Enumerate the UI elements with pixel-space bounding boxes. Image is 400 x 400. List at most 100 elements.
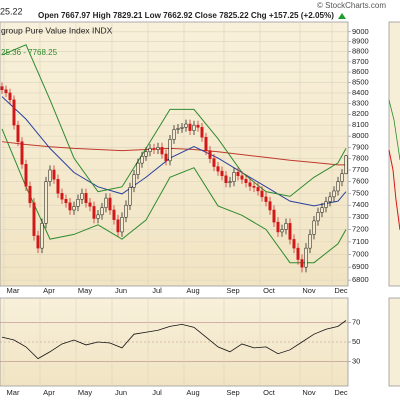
candle-body <box>100 207 104 216</box>
candle-body <box>176 128 180 130</box>
candle-body <box>156 147 160 150</box>
y-tick-label: 7300 <box>352 212 369 221</box>
candle-body <box>60 193 64 200</box>
y-tick-label: 8600 <box>352 67 369 76</box>
candle-body <box>316 212 320 222</box>
candle-body <box>132 174 136 188</box>
candle-body <box>168 139 172 162</box>
candle-body <box>284 223 288 230</box>
x-tick-label: Sep <box>226 388 239 397</box>
candle-body <box>340 173 344 182</box>
price-note: 25.22 <box>0 6 23 16</box>
candle-body <box>28 186 32 204</box>
candle-body <box>192 124 196 131</box>
candle-body <box>280 229 284 233</box>
candle-body <box>184 123 188 128</box>
candle-body <box>312 220 316 235</box>
y-tick-label: 9000 <box>352 27 369 36</box>
candle-body <box>140 156 144 164</box>
x-tick-label: Aug <box>186 286 199 295</box>
candle-body <box>244 179 248 183</box>
candle-body <box>196 124 200 128</box>
candle-body <box>84 193 88 204</box>
candle-body <box>16 124 20 142</box>
x-tick-label: May <box>78 286 92 295</box>
x-tick-label: May <box>78 388 92 397</box>
x-tick-label: Jun <box>115 388 127 397</box>
candle-body <box>180 127 184 129</box>
candle-body <box>80 193 84 200</box>
candle-body <box>344 155 348 174</box>
y-tick-label: 7700 <box>352 165 369 174</box>
candle-body <box>12 99 16 126</box>
neighbour-line <box>388 99 400 161</box>
x-tick-label: Mar <box>7 388 20 397</box>
y-tick-label: 7100 <box>352 237 369 246</box>
candle-body <box>20 141 24 165</box>
x-tick-label: Aug <box>186 388 199 397</box>
candle-body <box>36 235 40 249</box>
overlay-line <box>1 44 347 197</box>
candle-body <box>24 164 28 187</box>
x-tick-label: Nov <box>302 286 316 295</box>
y-tick-label: 7800 <box>352 154 369 163</box>
candle-body <box>240 175 244 180</box>
x-tick-label: Dec <box>334 286 348 295</box>
candle-body <box>248 182 252 187</box>
candle-body <box>68 202 72 211</box>
y-tick-label: 8200 <box>352 109 369 118</box>
neighbour-panel <box>388 21 400 287</box>
x-tick-label: Dec <box>334 388 348 397</box>
candle-body <box>124 204 128 218</box>
candle-body <box>324 201 328 208</box>
candle-body <box>92 206 96 219</box>
candle-body <box>336 181 340 192</box>
candle-body <box>112 209 116 220</box>
candle-body <box>108 197 112 211</box>
x-tick-label: Mar <box>7 286 20 295</box>
y-tick-label: 7500 <box>352 188 369 197</box>
y-tick-label: 8100 <box>352 120 369 129</box>
x-tick-label: Jul <box>152 286 162 295</box>
candle-body <box>308 234 312 249</box>
y-tick-label: 7200 <box>352 224 369 233</box>
candle-body <box>116 219 120 233</box>
candle-body <box>172 129 176 140</box>
candle-body <box>264 196 268 202</box>
chart-title: group Pure Value Index INDX <box>1 25 113 35</box>
y-tick-label: 7400 <box>352 200 369 209</box>
y-tick-label: 6900 <box>352 262 369 271</box>
line-series <box>1 320 347 360</box>
y-tick-label: 7000 <box>352 249 369 258</box>
candle-body <box>304 247 308 268</box>
candle-body <box>8 92 12 101</box>
candle-body <box>148 148 152 153</box>
y-tick-label: 6800 <box>352 275 369 284</box>
candle-body <box>200 127 204 138</box>
candle-body <box>52 169 56 180</box>
y-tick-label: 8400 <box>352 88 369 97</box>
candle-body <box>256 187 260 192</box>
y-tick-label: 7600 <box>352 177 369 186</box>
candle-body <box>252 186 256 188</box>
x-tick-label: Oct <box>263 286 276 295</box>
candle-body <box>296 247 300 260</box>
y-tick-label: 8900 <box>352 37 369 46</box>
x-tick-label: Apr <box>43 286 55 295</box>
x-tick-label: Jun <box>115 286 127 295</box>
candle-body <box>328 196 332 202</box>
candle-body <box>128 187 132 206</box>
y-tick-label: 8500 <box>352 77 369 86</box>
x-tick-label: Nov <box>302 388 316 397</box>
candle-body <box>64 198 68 204</box>
candle-body <box>228 181 232 183</box>
y-tick-label: 50 <box>352 337 360 346</box>
candle-body <box>44 181 48 224</box>
candle-body <box>292 239 296 249</box>
candle-body <box>104 197 108 208</box>
credit: © StockCharts.com <box>317 1 386 10</box>
x-tick-label: Apr <box>43 388 55 397</box>
candle-body <box>320 207 324 213</box>
